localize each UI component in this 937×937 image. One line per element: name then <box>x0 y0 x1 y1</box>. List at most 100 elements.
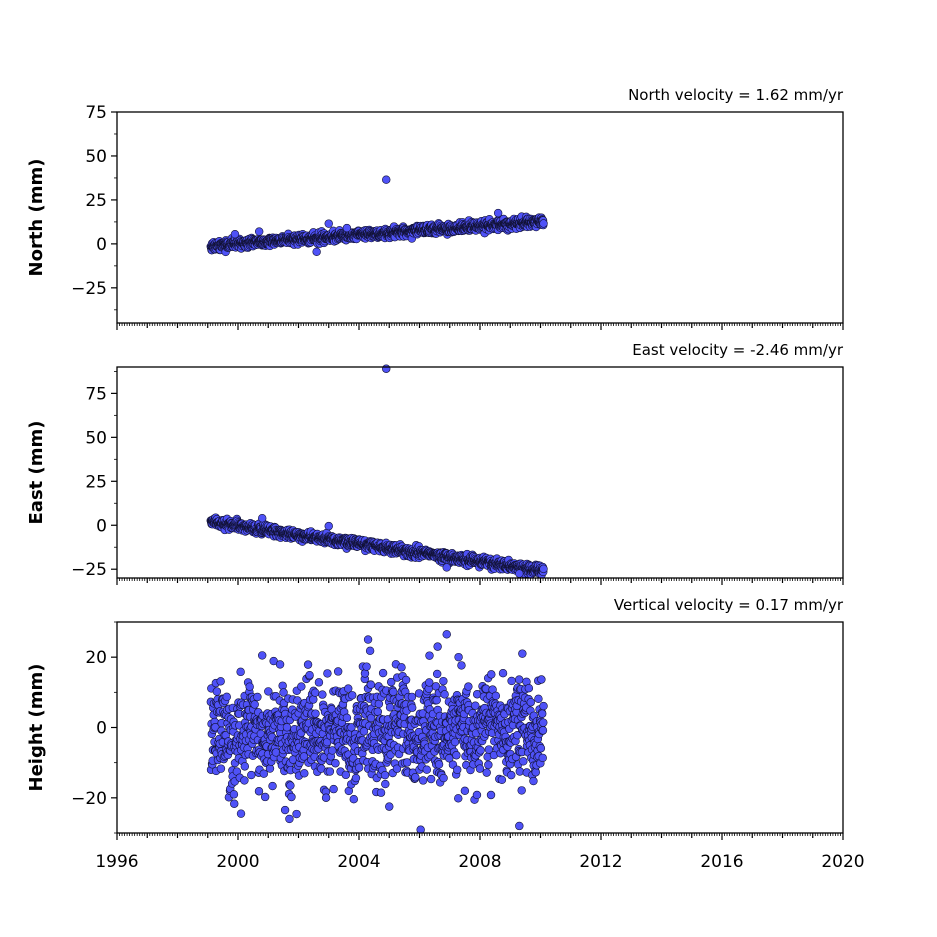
data-point <box>373 707 382 716</box>
data-point <box>539 564 548 574</box>
data-point <box>222 692 231 702</box>
data-point <box>292 809 301 819</box>
data-point <box>376 788 386 797</box>
data-point <box>507 770 516 780</box>
x-tick-label: 2012 <box>579 852 622 872</box>
data-point <box>287 792 296 802</box>
data-point <box>314 678 324 687</box>
height-data-points <box>206 630 548 833</box>
outlier-point <box>433 642 442 651</box>
data-point <box>411 773 420 782</box>
outlier-point <box>258 514 267 523</box>
data-point <box>275 660 285 669</box>
outlier-point <box>460 786 470 795</box>
data-point <box>280 805 290 815</box>
data-point <box>236 667 245 677</box>
data-point <box>452 751 461 760</box>
data-point <box>378 668 388 678</box>
y-tick-label: 75 <box>85 103 107 123</box>
data-point <box>259 769 269 778</box>
data-point <box>380 770 390 780</box>
outlier-point <box>363 635 373 644</box>
data-point <box>354 763 364 772</box>
outlier-point <box>324 219 333 228</box>
data-point <box>286 781 295 790</box>
data-point <box>487 670 496 679</box>
height-ylabel: Height (mm) <box>26 664 47 792</box>
east-panel: −25 0 25 50 75 East velocity = -2.46 mm/yr E… <box>26 341 844 585</box>
data-point <box>534 694 543 704</box>
data-point <box>539 718 548 727</box>
data-point <box>498 668 508 678</box>
data-point <box>418 776 428 785</box>
data-point <box>303 660 313 669</box>
data-point <box>538 709 547 718</box>
data-point <box>300 769 309 778</box>
east-data-points <box>206 364 548 578</box>
y-tick-label: 50 <box>85 147 107 167</box>
data-point <box>260 792 270 802</box>
data-point <box>454 794 463 803</box>
data-point <box>240 762 250 771</box>
x-tick-label: 2020 <box>821 852 864 872</box>
plot-frame <box>116 366 844 579</box>
outlier-point <box>236 809 246 818</box>
data-point <box>407 692 417 702</box>
data-point <box>349 794 358 804</box>
y-tick-label: −20 <box>71 789 107 809</box>
data-point <box>341 770 351 780</box>
north-velocity-title: North velocity = 1.62 mm/yr <box>628 86 844 104</box>
data-point <box>331 759 340 768</box>
east-ylabel: East (mm) <box>26 421 47 525</box>
y-tick-label: −25 <box>71 279 107 299</box>
outlier-point <box>385 802 394 811</box>
data-point <box>216 764 226 773</box>
data-point <box>348 691 357 700</box>
x-tick-label: 2016 <box>700 852 743 872</box>
north-panel: −25 0 25 50 75 North velocity = 1.62 mm/yr N… <box>26 86 844 330</box>
east-velocity-title: East velocity = -2.46 mm/yr <box>632 341 844 359</box>
data-point <box>297 682 306 691</box>
outlier-point <box>254 227 264 236</box>
x-tick-label: 1996 <box>95 852 138 872</box>
data-point <box>426 774 436 784</box>
data-point <box>229 790 239 799</box>
data-point <box>517 786 526 795</box>
data-point <box>268 781 277 791</box>
data-point <box>519 757 528 766</box>
outlier-point <box>312 247 321 256</box>
data-point <box>434 760 444 769</box>
outlier-point <box>515 821 524 831</box>
y-tick-label: 20 <box>85 648 107 668</box>
data-point <box>265 764 275 773</box>
vertical-velocity-title: Vertical velocity = 0.17 mm/yr <box>614 596 844 614</box>
y-tick-label: 0 <box>96 516 107 536</box>
data-point <box>524 683 534 693</box>
data-point <box>457 661 466 670</box>
y-tick-label: 0 <box>96 719 107 739</box>
outlier-point <box>324 521 333 531</box>
data-point <box>497 775 507 784</box>
outlier-point <box>493 208 503 218</box>
y-tick-label: 25 <box>85 191 107 211</box>
data-point <box>453 765 462 774</box>
data-point <box>397 663 406 672</box>
y-tick-label: −25 <box>71 560 107 580</box>
data-point <box>484 760 493 770</box>
data-point <box>247 770 256 780</box>
data-point <box>440 690 449 699</box>
outlier-point <box>442 563 451 572</box>
data-point <box>507 676 516 686</box>
data-point <box>464 682 473 691</box>
north-axes: −25 0 25 50 75 <box>71 103 844 330</box>
data-point <box>321 793 331 802</box>
data-point <box>472 790 482 800</box>
data-point <box>250 700 259 709</box>
outlier-point <box>442 630 451 639</box>
north-data-points <box>206 175 548 257</box>
data-point <box>425 651 434 660</box>
data-point <box>305 670 314 680</box>
data-point <box>432 695 441 705</box>
data-point <box>245 682 254 691</box>
data-point <box>282 723 292 732</box>
